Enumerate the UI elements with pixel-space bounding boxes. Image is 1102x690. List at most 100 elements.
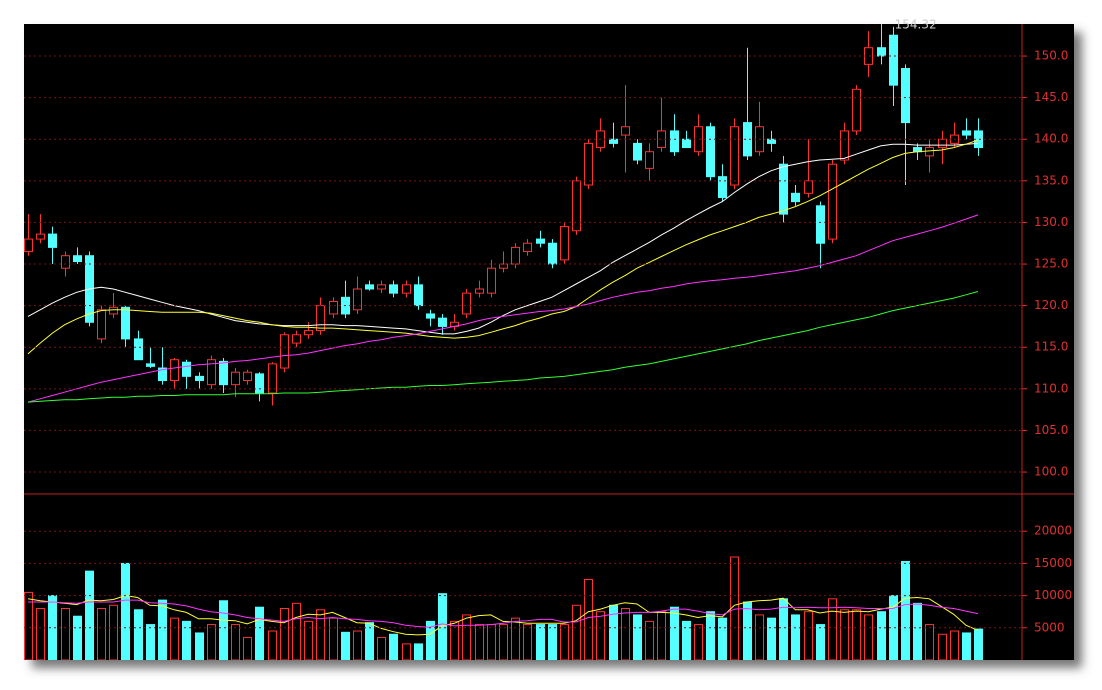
volume-bar xyxy=(268,630,277,660)
volume-bar xyxy=(523,624,532,660)
volume-bar xyxy=(146,624,155,660)
candle-body xyxy=(316,305,325,332)
volume-bar xyxy=(925,624,934,660)
candle-body xyxy=(24,238,33,253)
ma-line xyxy=(27,139,979,355)
candle-body xyxy=(706,126,715,178)
volume-bar xyxy=(694,624,703,660)
volume-bar xyxy=(24,591,33,660)
volume-bar xyxy=(450,620,459,660)
volume-bar xyxy=(219,600,228,660)
volume-bar xyxy=(633,614,642,660)
volume-bar xyxy=(560,624,569,660)
y-tick-label: 125.0 xyxy=(1034,257,1068,271)
candle-body xyxy=(182,361,191,377)
candle-body xyxy=(511,246,520,265)
volume-bar xyxy=(414,643,423,660)
volume-bar xyxy=(572,604,581,660)
axes: 100.0 105.0 110.0 115.0 120.0 125.0 130.0 135.0… xyxy=(24,18,1072,634)
candle-body xyxy=(621,126,630,136)
volume-bar xyxy=(304,620,313,660)
volume-bar xyxy=(767,617,776,660)
candle-body xyxy=(207,359,216,386)
candle-body xyxy=(438,317,447,327)
candle-body xyxy=(365,284,374,290)
y-tick-label: 140.0 xyxy=(1034,132,1068,146)
candle-body xyxy=(852,88,861,132)
volume-bar xyxy=(292,602,301,660)
candle-body xyxy=(414,284,423,307)
volume-bar xyxy=(48,595,57,660)
volume-bar xyxy=(670,606,679,660)
volume-bar xyxy=(462,614,471,660)
volume-bar xyxy=(828,598,837,660)
volume-bar xyxy=(706,611,715,660)
volume-bar xyxy=(61,607,70,660)
candle-body xyxy=(487,267,496,294)
volume-bar xyxy=(134,609,143,660)
candle-body xyxy=(73,255,82,263)
y-tick-label: 145.0 xyxy=(1034,90,1068,104)
y-tick-label: 10000 xyxy=(1034,588,1072,602)
candle-body xyxy=(329,300,338,315)
candle-body xyxy=(304,330,313,336)
candle-body xyxy=(584,142,593,186)
candle-body xyxy=(121,306,130,340)
volume-bar xyxy=(170,617,179,660)
candle-body xyxy=(134,338,143,361)
candle-body xyxy=(48,233,57,248)
candle-body xyxy=(743,122,752,157)
ma-line xyxy=(27,142,979,335)
candle-body xyxy=(243,371,252,382)
candle-body xyxy=(791,192,800,203)
volume-bar xyxy=(341,631,350,660)
volume-bar xyxy=(840,609,849,660)
candle-body xyxy=(645,151,654,169)
volume-bar xyxy=(536,624,545,660)
candle-body xyxy=(462,292,471,315)
volume-bar xyxy=(316,609,325,660)
y-tick-label: 115.0 xyxy=(1034,340,1068,354)
volume-bar xyxy=(804,611,813,660)
candle-body xyxy=(255,373,264,394)
candle-body xyxy=(402,284,411,294)
candle-body xyxy=(730,126,739,186)
ma-line xyxy=(27,291,979,403)
volume-bar xyxy=(426,620,435,660)
y-tick-label: 135.0 xyxy=(1034,173,1068,187)
volume-bar xyxy=(402,643,411,660)
candle-body xyxy=(877,47,886,57)
candle-body xyxy=(292,334,301,344)
candle-body xyxy=(219,360,228,386)
volume-bar xyxy=(791,614,800,660)
candle-body xyxy=(925,147,934,157)
volume-bar xyxy=(938,633,947,660)
volume-bar xyxy=(109,604,118,660)
candle-body xyxy=(475,288,484,294)
candle-body xyxy=(901,68,910,124)
volume-bar xyxy=(864,614,873,660)
candle-body xyxy=(779,163,788,215)
candle-body xyxy=(804,180,813,194)
candle-body xyxy=(609,138,618,144)
volume-bar xyxy=(743,601,752,660)
volume-bar xyxy=(475,624,484,660)
candle-body xyxy=(962,130,971,136)
volume-bar xyxy=(816,624,825,660)
candle-body xyxy=(816,205,825,244)
volume-bar xyxy=(913,602,922,660)
volume-bar xyxy=(950,630,959,660)
y-tick-label: 110.0 xyxy=(1034,381,1068,395)
volume-bar xyxy=(901,560,910,660)
candle-body xyxy=(158,367,167,382)
volume-bar xyxy=(548,624,557,660)
candle-body xyxy=(828,163,837,240)
volume-bar xyxy=(682,620,691,660)
candle-body xyxy=(670,130,679,153)
y-tick-label: 5000 xyxy=(1034,620,1065,634)
price-panel xyxy=(24,24,983,406)
candle-body xyxy=(560,226,569,261)
volume-panel xyxy=(24,556,983,660)
y-tick-label: 15000 xyxy=(1034,556,1072,570)
candle-body xyxy=(426,313,435,319)
